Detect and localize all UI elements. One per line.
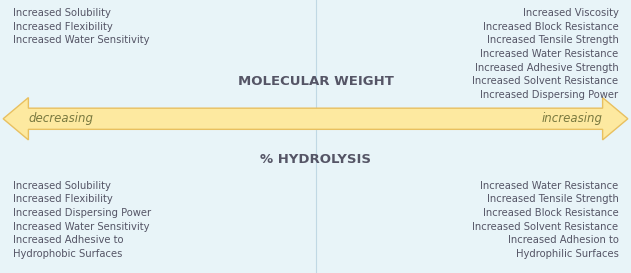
Text: Increased Solubility
Increased Flexibility
Increased Dispersing Power
Increased : Increased Solubility Increased Flexibili… xyxy=(13,181,151,259)
Text: MOLECULAR WEIGHT: MOLECULAR WEIGHT xyxy=(237,75,394,88)
Text: Increased Viscosity
Increased Block Resistance
Increased Tensile Strength
Increa: Increased Viscosity Increased Block Resi… xyxy=(472,8,618,100)
Polygon shape xyxy=(3,98,628,140)
Text: Increased Solubility
Increased Flexibility
Increased Water Sensitivity: Increased Solubility Increased Flexibili… xyxy=(13,8,149,45)
Text: decreasing: decreasing xyxy=(28,112,93,125)
Text: % HYDROLYSIS: % HYDROLYSIS xyxy=(260,153,371,165)
Text: Increased Water Resistance
Increased Tensile Strength
Increased Block Resistance: Increased Water Resistance Increased Ten… xyxy=(472,181,618,259)
Text: increasing: increasing xyxy=(541,112,603,125)
